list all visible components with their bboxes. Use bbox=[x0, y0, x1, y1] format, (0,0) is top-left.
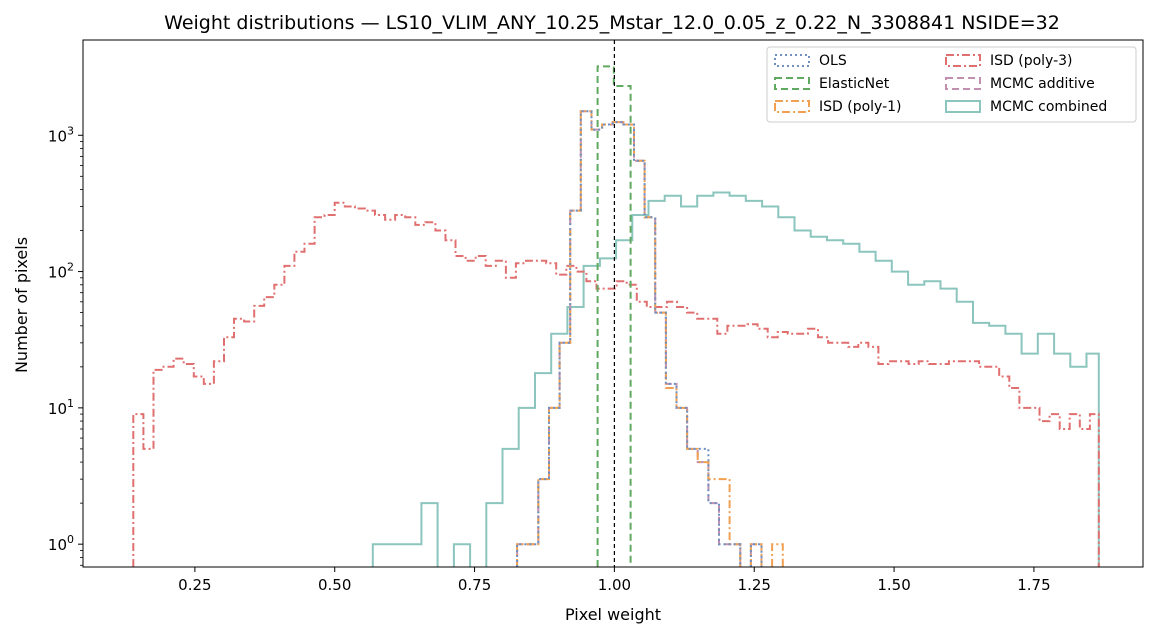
plot-area bbox=[82, 39, 1144, 568]
chart-title: Weight distributions — LS10_VLIM_ANY_10.… bbox=[164, 12, 1060, 34]
x-tick-label: 1.25 bbox=[738, 576, 771, 594]
legend-label: ISD (poly-1) bbox=[819, 99, 902, 115]
x-tick-label: 0.75 bbox=[458, 576, 491, 594]
plot-frame bbox=[82, 39, 1144, 568]
series-isd-poly-3 bbox=[132, 201, 1100, 567]
legend: OLS ElasticNet ISD (poly-1) ISD (poly-3) MCM… bbox=[766, 46, 1137, 123]
y-tick-label: 102 bbox=[48, 261, 74, 282]
x-tick-label: 1.00 bbox=[598, 576, 631, 594]
legend-swatch bbox=[945, 100, 981, 113]
legend-label: MCMC additive bbox=[990, 76, 1095, 92]
legend-swatch bbox=[774, 54, 810, 67]
legend-label: OLS bbox=[819, 53, 847, 69]
legend-box bbox=[766, 46, 1137, 123]
x-axis-ticks: 0.25 0.50 0.75 1.00 1.25 1.50 1.75 bbox=[178, 567, 1051, 594]
x-axis-label: Pixel weight bbox=[565, 605, 661, 624]
x-tick-label: 0.50 bbox=[318, 576, 351, 594]
series-elasticnet bbox=[596, 65, 632, 567]
series-mcmc-additive bbox=[516, 110, 763, 567]
y-axis-label: Number of pixels bbox=[12, 237, 31, 373]
y-tick-label: 101 bbox=[48, 397, 74, 418]
y-axis-ticks: 100 101 102 103 bbox=[48, 124, 83, 566]
x-tick-label: 1.50 bbox=[877, 576, 910, 594]
legend-swatch bbox=[945, 77, 981, 90]
x-tick-label: 1.75 bbox=[1017, 576, 1050, 594]
series-mcmc-combined bbox=[371, 191, 1100, 567]
legend-label: ElasticNet bbox=[819, 76, 890, 92]
y-tick-label: 103 bbox=[48, 124, 74, 145]
series-ols bbox=[516, 110, 763, 567]
legend-swatch bbox=[774, 77, 810, 90]
legend-label: MCMC combined bbox=[990, 99, 1107, 115]
legend-label: ISD (poly-3) bbox=[990, 53, 1073, 69]
x-tick-label: 0.25 bbox=[178, 576, 211, 594]
y-tick-label: 100 bbox=[48, 533, 74, 554]
legend-swatch bbox=[945, 54, 981, 67]
legend-swatch bbox=[774, 100, 810, 113]
series-isd-poly-1 bbox=[516, 110, 784, 567]
